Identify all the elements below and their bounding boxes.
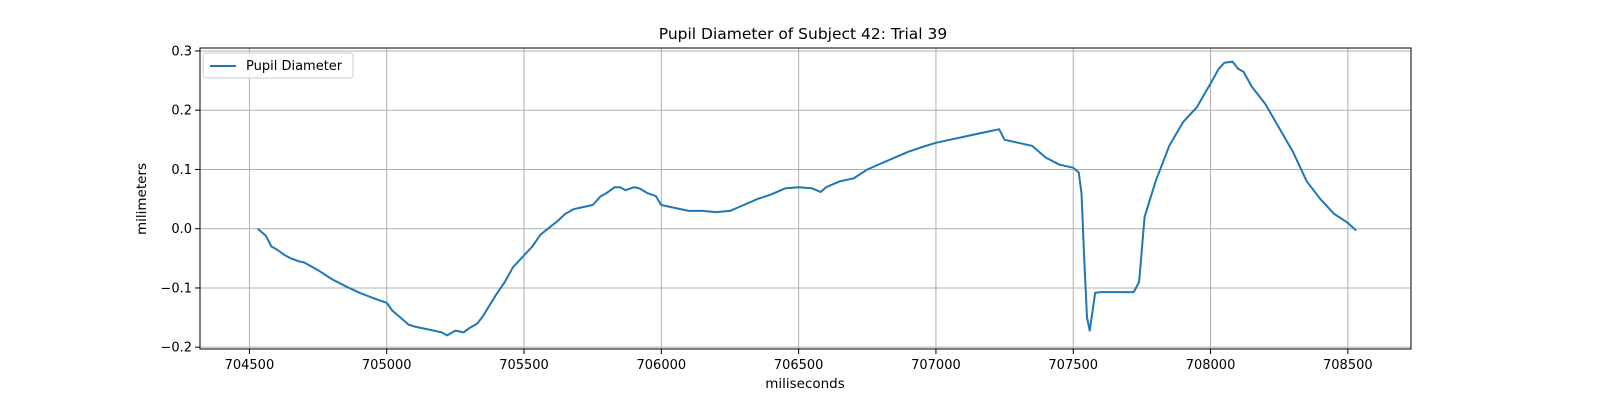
y-tick-label: 0.1 [171, 163, 192, 178]
x-tick-label: 706000 [637, 358, 687, 373]
x-tick-label: 707500 [1048, 358, 1098, 373]
plot-frame [199, 47, 1412, 350]
x-tick-label: 705000 [362, 358, 412, 373]
x-tick-label: 707000 [911, 358, 961, 373]
y-tick-label: 0.2 [171, 104, 192, 119]
legend: Pupil Diameter [202, 52, 354, 79]
series-layer [257, 60, 1357, 337]
x-tick-label: 708000 [1186, 358, 1236, 373]
x-tick-label: 706500 [774, 358, 824, 373]
legend-label: Pupil Diameter [246, 59, 343, 74]
y-tick-label: −0.1 [160, 281, 192, 296]
x-tick-label: 708500 [1323, 358, 1373, 373]
ticks-layer: 704500 705000 705500 706000 706500 707000 7075… [160, 44, 1372, 373]
y-tick-label: −0.2 [160, 341, 192, 356]
chart-title: Pupil Diameter of Subject 42: Trial 39 [659, 25, 948, 43]
x-tick-label: 705500 [499, 358, 549, 373]
x-axis-title: miliseconds [765, 376, 845, 392]
legend-box [202, 52, 354, 79]
x-tick-label: 704500 [225, 358, 275, 373]
y-tick-label: 0.3 [171, 44, 192, 59]
series-line-pupil-diameter [257, 60, 1357, 337]
y-tick-label: 0.0 [171, 222, 192, 237]
grid-layer [200, 48, 1411, 349]
y-axis-title: milimeters [134, 163, 150, 235]
